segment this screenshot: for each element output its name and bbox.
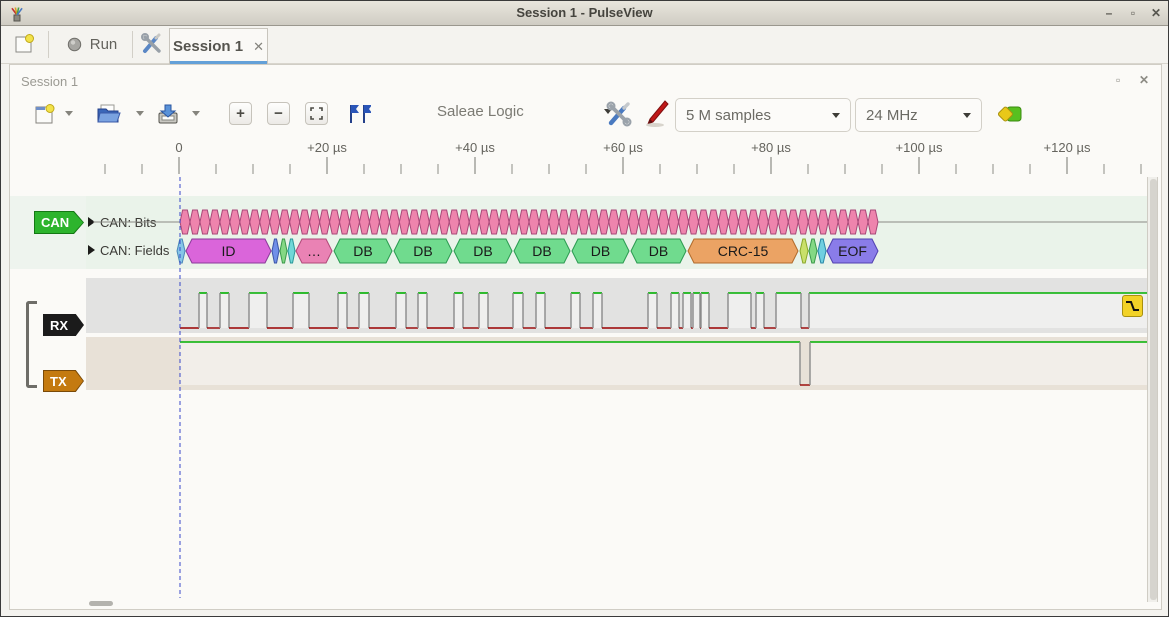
device-name: Saleae Logic bbox=[437, 103, 524, 120]
session-tab[interactable]: Session 1 ✕ bbox=[169, 28, 268, 64]
sample-count-value: 5 M samples bbox=[686, 106, 772, 124]
decoder-icon bbox=[997, 106, 1022, 122]
flags-icon bbox=[350, 105, 371, 123]
svg-text:ID: ID bbox=[222, 243, 236, 259]
session-toolbar: + − Saleae Logic bbox=[10, 93, 1161, 137]
app-logo-icon bbox=[9, 4, 25, 22]
tx-channel-tag[interactable]: TX bbox=[43, 370, 84, 392]
svg-text:DB: DB bbox=[591, 243, 610, 259]
svg-text:DB: DB bbox=[413, 243, 432, 259]
time-ruler: 0 +20 µs +40 µs +60 µs +80 µs +100 µs +120 µs bbox=[1, 140, 1168, 160]
zoom-fit-icon bbox=[310, 107, 323, 120]
plus-icon: + bbox=[236, 105, 245, 122]
save-file-button[interactable] bbox=[154, 100, 182, 128]
svg-text:DB: DB bbox=[649, 243, 668, 259]
session-tab-label: Session 1 bbox=[173, 38, 244, 55]
new-session-button[interactable] bbox=[9, 29, 39, 59]
zoom-out-button[interactable]: − bbox=[267, 102, 290, 125]
svg-text:DB: DB bbox=[353, 243, 372, 259]
falling-edge-icon bbox=[1126, 301, 1139, 311]
settings-button[interactable] bbox=[137, 29, 167, 59]
title-bar[interactable]: Session 1 - PulseView – ▫ ✕ bbox=[1, 1, 1168, 26]
toolbar-separator bbox=[132, 31, 133, 58]
vertical-scrollbar[interactable] bbox=[1147, 177, 1158, 602]
run-button[interactable]: Run bbox=[57, 29, 127, 59]
add-decoder-button[interactable] bbox=[996, 101, 1024, 127]
sample-count-arrow bbox=[832, 112, 840, 118]
horizontal-scrollbar[interactable] bbox=[89, 601, 113, 606]
new-file-dropdown-arrow[interactable] bbox=[65, 111, 73, 116]
fields-row-expander-icon[interactable] bbox=[88, 245, 95, 255]
wrench-screwdriver-icon bbox=[141, 33, 161, 53]
tab-close-icon[interactable]: ✕ bbox=[253, 38, 264, 54]
rx-band bbox=[86, 278, 1147, 333]
close-button[interactable]: ✕ bbox=[1150, 6, 1162, 20]
rx-tag-label: RX bbox=[50, 317, 69, 333]
sample-rate-value: 24 MHz bbox=[866, 106, 918, 124]
tx-band bbox=[86, 337, 1147, 390]
ruler-tick-label: +60 µs bbox=[603, 140, 643, 155]
new-session-icon bbox=[15, 34, 34, 53]
minus-icon: − bbox=[274, 105, 283, 122]
trigger-flags-button[interactable] bbox=[346, 101, 372, 127]
zoom-in-button[interactable]: + bbox=[229, 102, 252, 125]
toolbar-separator bbox=[48, 31, 49, 58]
sample-count-select[interactable]: 5 M samples bbox=[675, 98, 851, 132]
ruler-tick-label: +120 µs bbox=[1043, 140, 1091, 155]
new-file-button[interactable] bbox=[30, 100, 58, 128]
open-dropdown-arrow[interactable] bbox=[136, 111, 144, 116]
main-toolbar: Run Session 1 ✕ bbox=[1, 26, 1168, 64]
sample-rate-arrow bbox=[963, 112, 971, 118]
open-folder-icon bbox=[97, 104, 121, 123]
ruler-tick-label: +40 µs bbox=[455, 140, 495, 155]
probe-icon bbox=[646, 100, 669, 127]
channels-button[interactable] bbox=[604, 99, 634, 129]
open-file-button[interactable] bbox=[94, 100, 122, 128]
save-icon bbox=[158, 104, 178, 124]
trigger-marker[interactable] bbox=[1122, 295, 1143, 317]
svg-text:CRC-15: CRC-15 bbox=[718, 243, 769, 259]
bits-row-expander-icon[interactable] bbox=[88, 217, 95, 227]
svg-text:DB: DB bbox=[532, 243, 551, 259]
dock-close-icon[interactable]: ✕ bbox=[1139, 73, 1150, 87]
zoom-fit-button[interactable] bbox=[305, 102, 328, 125]
run-button-label: Run bbox=[89, 35, 118, 53]
minimize-button[interactable]: – bbox=[1105, 6, 1113, 20]
can-decoder-tag[interactable]: CAN bbox=[34, 211, 84, 234]
svg-text:…: … bbox=[307, 243, 321, 259]
channels-wrench-icon bbox=[606, 101, 632, 127]
fields-row-label[interactable]: CAN: Fields bbox=[100, 243, 170, 258]
svg-text:EOF: EOF bbox=[838, 243, 867, 259]
new-file-icon bbox=[35, 104, 55, 124]
probe-button[interactable] bbox=[640, 97, 670, 129]
ruler-tick-label: 0 bbox=[175, 140, 183, 155]
ruler-tick-label: +100 µs bbox=[895, 140, 943, 155]
can-tag-label: CAN bbox=[41, 215, 70, 230]
dock-float-icon[interactable]: ▫ bbox=[1116, 73, 1121, 87]
ruler-tick-label: +80 µs bbox=[751, 140, 791, 155]
device-selector[interactable]: Saleae Logic bbox=[437, 103, 612, 120]
window-title: Session 1 - PulseView bbox=[516, 5, 653, 20]
maximize-button[interactable]: ▫ bbox=[1130, 6, 1136, 20]
rx-channel-tag[interactable]: RX bbox=[43, 314, 84, 336]
dock-title: Session 1 bbox=[21, 74, 79, 89]
svg-text:DB: DB bbox=[473, 243, 492, 259]
channel-group-bracket[interactable] bbox=[26, 301, 37, 388]
save-dropdown-arrow[interactable] bbox=[192, 111, 200, 116]
ruler-tick-label: +20 µs bbox=[307, 140, 347, 155]
tx-tag-label: TX bbox=[50, 373, 67, 389]
device-dropdown-arrow bbox=[604, 109, 612, 114]
sample-rate-select[interactable]: 24 MHz bbox=[855, 98, 982, 132]
run-state-icon bbox=[67, 37, 81, 51]
